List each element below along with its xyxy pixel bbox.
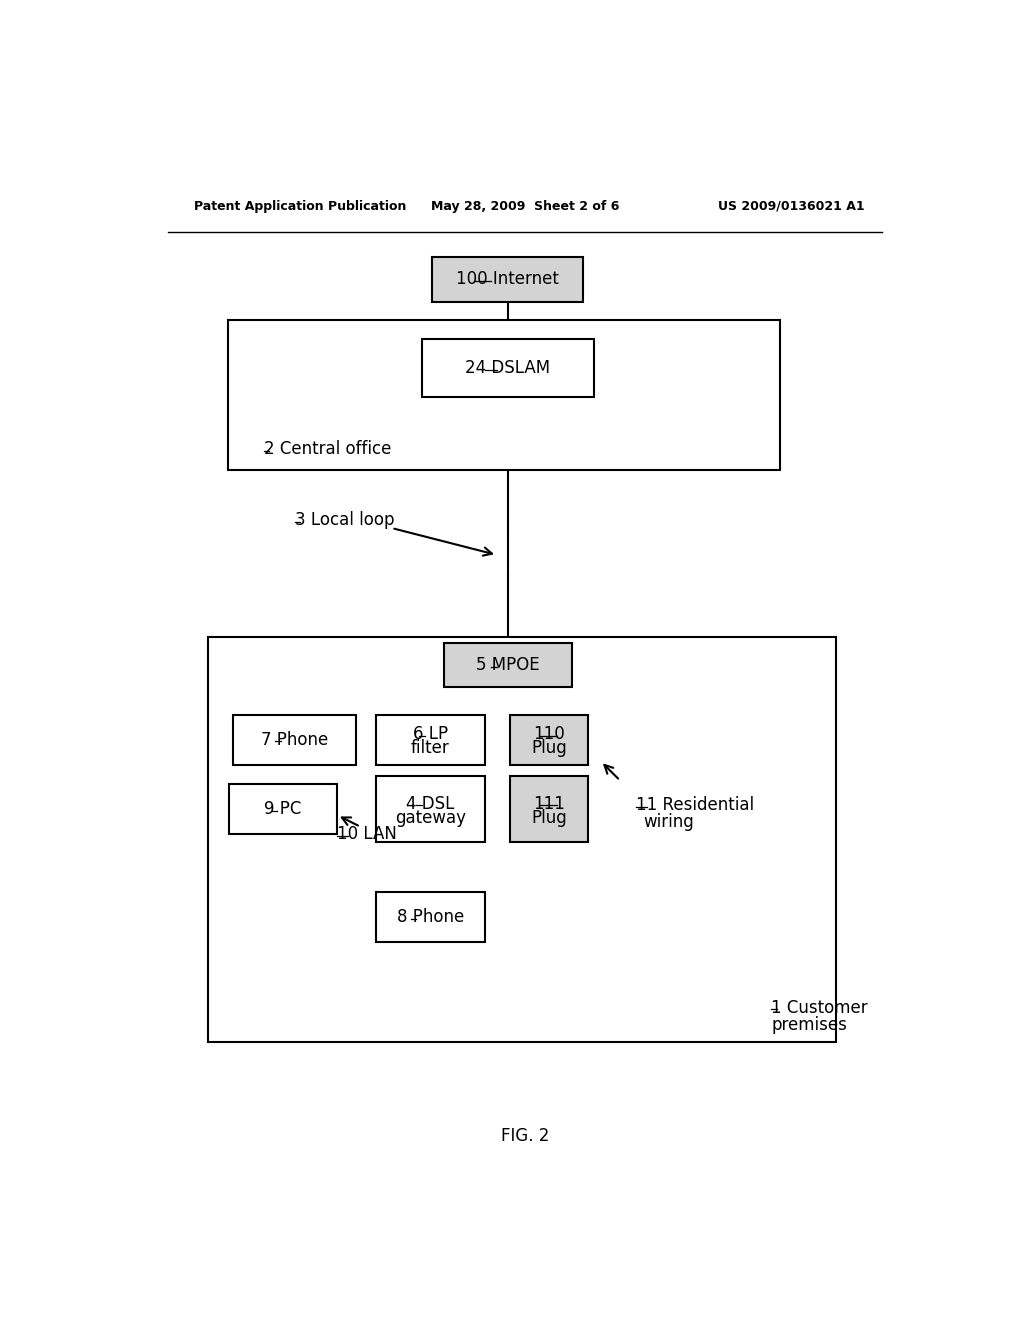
Bar bbox=[443, 643, 571, 688]
Bar bbox=[376, 714, 484, 764]
Text: 111: 111 bbox=[532, 795, 565, 813]
Text: US 2009/0136021 A1: US 2009/0136021 A1 bbox=[718, 199, 864, 213]
Bar bbox=[228, 319, 779, 470]
Text: 2 Central office: 2 Central office bbox=[263, 441, 391, 458]
Bar bbox=[376, 892, 484, 942]
Text: 10 LAN: 10 LAN bbox=[337, 825, 397, 843]
Text: 6 LP: 6 LP bbox=[413, 726, 447, 743]
Text: 3 Local loop: 3 Local loop bbox=[295, 511, 394, 529]
Text: 7 Phone: 7 Phone bbox=[261, 731, 329, 748]
Bar bbox=[228, 784, 337, 834]
Text: 11 Residential: 11 Residential bbox=[636, 796, 754, 814]
Text: premises: premises bbox=[771, 1015, 847, 1034]
Bar bbox=[376, 776, 484, 842]
Bar bbox=[510, 776, 588, 842]
Text: filter: filter bbox=[411, 739, 450, 758]
Text: 24 DSLAM: 24 DSLAM bbox=[465, 359, 550, 376]
Bar bbox=[208, 638, 836, 1043]
Bar bbox=[233, 714, 356, 764]
Text: 1 Customer: 1 Customer bbox=[771, 999, 868, 1016]
Text: FIG. 2: FIG. 2 bbox=[501, 1127, 549, 1146]
Bar bbox=[510, 714, 588, 764]
Bar bbox=[422, 339, 594, 397]
Text: Plug: Plug bbox=[531, 739, 566, 758]
Bar bbox=[432, 257, 584, 302]
Text: May 28, 2009  Sheet 2 of 6: May 28, 2009 Sheet 2 of 6 bbox=[431, 199, 618, 213]
Text: gateway: gateway bbox=[394, 809, 466, 826]
Text: Plug: Plug bbox=[531, 809, 566, 826]
Text: 5 MPOE: 5 MPOE bbox=[476, 656, 540, 675]
Text: 4 DSL: 4 DSL bbox=[407, 795, 455, 813]
Text: 8 Phone: 8 Phone bbox=[396, 908, 464, 925]
Text: Patent Application Publication: Patent Application Publication bbox=[194, 199, 407, 213]
Text: 9 PC: 9 PC bbox=[264, 800, 302, 818]
Text: 110: 110 bbox=[532, 726, 564, 743]
Text: wiring: wiring bbox=[643, 813, 694, 832]
Text: 100 Internet: 100 Internet bbox=[457, 271, 559, 288]
